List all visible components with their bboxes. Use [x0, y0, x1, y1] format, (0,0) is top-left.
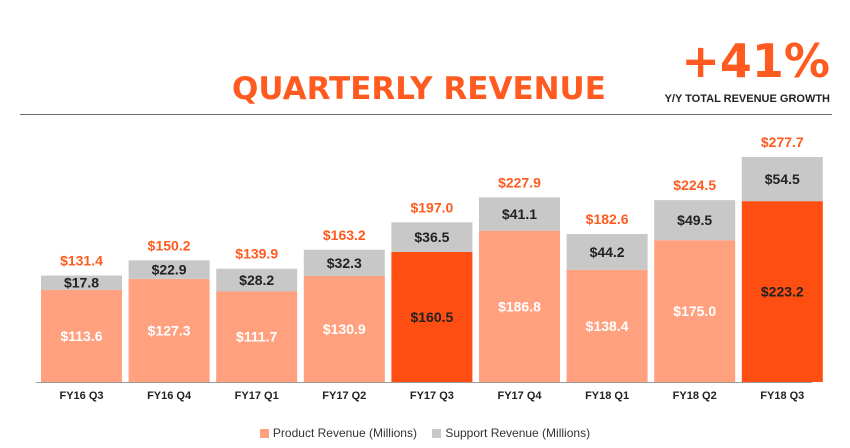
legend-label-product: Product Revenue (Millions)	[272, 426, 417, 440]
bar-support-1	[128, 260, 210, 279]
label-product-2: $111.7	[236, 329, 277, 345]
label-support-8: $54.5	[765, 171, 800, 187]
label-support-3: $32.3	[327, 255, 362, 271]
bar-product-0	[41, 289, 122, 382]
label-product-4: $160.5	[410, 309, 453, 325]
bar-product-2	[216, 291, 298, 382]
header-divider	[20, 114, 832, 115]
label-total-1: $150.2	[148, 237, 191, 253]
chart-title: QUARTERLY REVENUE	[232, 71, 606, 107]
label-total-8: $277.7	[761, 134, 804, 150]
bar-support-6	[566, 234, 648, 270]
chart-legend: Product Revenue (Millions) Support Reven…	[0, 426, 850, 440]
label-total-5: $227.9	[498, 174, 541, 190]
bar-product-3	[303, 275, 385, 382]
label-total-2: $139.9	[235, 246, 278, 262]
label-total-7: $224.5	[673, 177, 716, 193]
bar-support-2	[216, 268, 298, 292]
label-product-8: $223.2	[761, 284, 804, 300]
bar-product-8	[741, 201, 823, 382]
bar-product-1	[128, 278, 210, 382]
label-total-4: $197.0	[410, 199, 453, 215]
label-support-5: $41.1	[502, 206, 537, 222]
label-support-4: $36.5	[414, 229, 449, 245]
x-tick-label-2: FY17 Q1	[235, 390, 279, 402]
bar-support-3	[303, 249, 385, 276]
label-product-5: $186.8	[498, 298, 541, 314]
growth-label: Y/Y TOTAL REVENUE GROWTH	[664, 93, 830, 105]
bar-support-0	[41, 275, 122, 290]
label-support-7: $49.5	[677, 212, 712, 228]
legend-swatch-product	[259, 429, 269, 438]
label-product-0: $113.6	[60, 328, 102, 344]
bar-product-5	[479, 230, 560, 382]
x-tick-label-3: FY17 Q2	[322, 390, 366, 402]
x-tick-label-0: FY16 Q3	[59, 390, 103, 402]
x-tick-label-1: FY16 Q4	[147, 390, 192, 402]
bar-support-7	[654, 200, 736, 241]
growth-value: +41%	[681, 34, 830, 88]
x-tick-label-4: FY17 Q3	[410, 390, 454, 402]
bar-product-4	[391, 251, 473, 382]
label-support-0: $17.8	[64, 275, 99, 291]
bar-support-4	[391, 222, 473, 252]
label-product-1: $127.3	[148, 322, 191, 338]
legend-item-product: Product Revenue (Millions)	[259, 426, 417, 440]
x-tick-label-5: FY17 Q4	[497, 390, 542, 402]
x-tick-label-7: FY18 Q2	[673, 390, 717, 402]
label-product-7: $175.0	[673, 303, 716, 319]
label-support-6: $44.2	[590, 244, 625, 260]
legend-swatch-support	[432, 429, 442, 438]
legend-label-support: Support Revenue (Millions)	[445, 426, 591, 440]
label-support-2: $28.2	[239, 272, 274, 288]
label-total-3: $163.2	[323, 227, 366, 243]
bar-product-6	[566, 269, 648, 382]
label-support-1: $22.9	[152, 262, 187, 278]
label-total-6: $182.6	[586, 211, 629, 227]
label-total-0: $131.4	[60, 253, 103, 269]
x-tick-label-6: FY18 Q1	[585, 390, 629, 402]
legend-item-support: Support Revenue (Millions)	[432, 426, 590, 440]
bar-support-5	[479, 197, 560, 231]
x-tick-label-8: FY18 Q3	[760, 390, 804, 402]
label-product-3: $130.9	[323, 321, 366, 337]
bar-product-7	[654, 240, 736, 382]
bar-support-8	[741, 157, 823, 202]
label-product-6: $138.4	[586, 318, 629, 334]
